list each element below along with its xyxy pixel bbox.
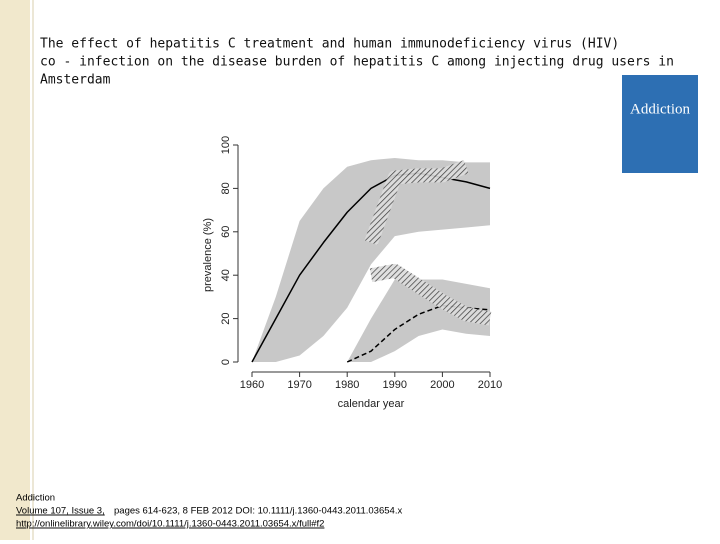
y-tick-label: 0 (220, 359, 232, 365)
title-line: co - infection on the disease burden of … (40, 55, 674, 70)
x-axis-label: calendar year (338, 398, 405, 410)
side-strip (0, 0, 30, 540)
y-tick-label: 40 (220, 269, 232, 281)
cover-title: Addiction (630, 101, 690, 117)
observed-band (369, 263, 492, 326)
footer-details: pages 614-623, 8 FEB 2012 DOI: 10.1111/j… (114, 506, 402, 517)
x-tick-label: 1970 (287, 379, 311, 391)
x-tick-label: 1980 (335, 379, 359, 391)
title-line: The effect of hepatitis C treatment and … (40, 37, 619, 52)
x-tick-label: 2000 (430, 379, 454, 391)
footer-url[interactable]: http://onlinelibrary.wiley.com/doi/10.11… (16, 519, 324, 530)
y-tick-label: 60 (220, 226, 232, 238)
journal-cover (622, 75, 698, 173)
y-axis-label: prevalence (%) (202, 218, 214, 292)
uncertainty-band (252, 158, 490, 362)
x-tick-label: 1960 (240, 379, 264, 391)
y-tick-label: 100 (220, 136, 232, 154)
footer-journal: Addiction (16, 493, 55, 504)
model-line (346, 304, 491, 363)
y-tick-label: 20 (220, 312, 232, 324)
y-tick-label: 80 (220, 182, 232, 194)
chart: 0 20 40 60 80 100 1960 1970 1980 1990 2000 2010 cale… (202, 136, 502, 410)
footer-issue[interactable]: Volume 107, Issue 3, (16, 506, 105, 517)
title-line: Amsterdam (40, 73, 111, 88)
x-tick-label: 1990 (383, 379, 407, 391)
x-tick-label: 2010 (478, 379, 502, 391)
observed-band (364, 160, 469, 246)
